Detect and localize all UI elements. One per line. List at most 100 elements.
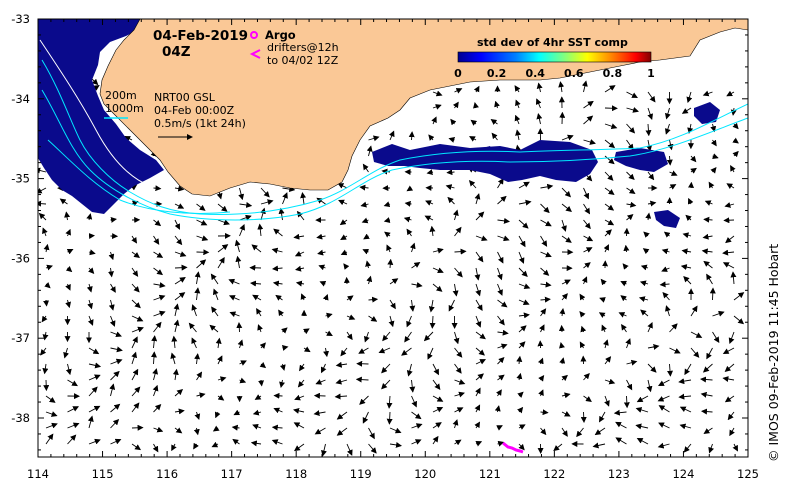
current-arrow <box>38 212 47 221</box>
current-arrow <box>604 155 615 165</box>
current-arrow <box>252 423 262 430</box>
current-arrow <box>300 293 307 301</box>
current-arrow <box>724 363 735 372</box>
current-arrow <box>517 391 524 398</box>
current-arrow <box>131 336 138 349</box>
current-arrow <box>700 391 713 398</box>
current-arrow <box>594 427 606 436</box>
current-arrow <box>600 278 607 286</box>
current-arrow <box>728 331 735 345</box>
longitude-tick-label: 118 <box>285 467 307 481</box>
current-arrow <box>626 379 633 391</box>
current-arrow <box>130 184 138 191</box>
current-arrow <box>325 330 333 336</box>
current-arrow <box>346 331 353 341</box>
current-arrow <box>583 115 594 125</box>
current-arrow <box>579 293 586 301</box>
current-arrow <box>604 139 616 149</box>
current-arrow <box>217 244 229 253</box>
current-arrow <box>604 229 612 237</box>
current-arrow <box>581 276 588 285</box>
current-arrow <box>325 312 333 319</box>
current-arrow <box>110 438 122 445</box>
current-arrow <box>131 443 142 451</box>
current-arrow <box>389 278 399 285</box>
drifter-track <box>502 441 524 454</box>
current-arrow <box>381 379 391 390</box>
current-arrow <box>45 433 54 445</box>
current-arrow <box>518 235 526 248</box>
longitude-tick-label: 119 <box>350 467 372 481</box>
current-arrow <box>516 372 523 381</box>
current-arrow <box>368 135 380 142</box>
depth-1000m-label: 1000m <box>105 102 144 115</box>
current-arrow <box>131 267 139 277</box>
current-arrow <box>406 315 412 328</box>
current-arrow <box>561 203 572 213</box>
current-arrow <box>343 263 350 270</box>
current-arrow <box>303 328 310 335</box>
current-arrow <box>666 155 673 166</box>
current-arrow <box>386 395 393 409</box>
current-arrow <box>88 362 102 369</box>
current-arrow <box>429 225 436 237</box>
current-arrow <box>647 171 655 181</box>
current-arrow <box>110 370 120 381</box>
current-arrow <box>448 137 456 143</box>
colorbar-title: std dev of 4hr SST comp <box>477 36 628 49</box>
current-arrow <box>232 438 240 445</box>
current-arrow <box>131 299 141 309</box>
current-arrow <box>559 342 565 349</box>
current-arrow <box>153 282 166 289</box>
current-arrow <box>432 395 444 402</box>
current-arrow <box>260 199 274 206</box>
current-arrow <box>475 211 485 221</box>
current-arrow <box>88 347 100 355</box>
colorbar-tick-label: 0.8 <box>603 67 623 80</box>
current-arrow <box>42 363 49 375</box>
current-arrow <box>315 379 326 385</box>
current-arrow <box>278 309 284 317</box>
current-arrow <box>153 310 166 317</box>
current-arrow <box>235 255 242 269</box>
current-arrow <box>378 347 391 354</box>
current-arrow <box>217 219 230 226</box>
current-arrow <box>727 411 735 421</box>
current-arrow <box>296 210 305 221</box>
current-arrow <box>216 355 223 365</box>
current-arrow <box>702 363 713 373</box>
current-arrow <box>732 150 739 158</box>
current-arrow <box>316 233 326 240</box>
current-arrow <box>647 200 657 207</box>
current-arrow <box>432 379 441 391</box>
current-arrow <box>665 305 671 317</box>
current-arrow <box>583 372 590 381</box>
current-arrow <box>131 402 140 413</box>
current-arrow <box>383 217 391 223</box>
current-arrow <box>322 293 329 301</box>
velocity-source-label: NRT00 GSL <box>154 91 216 104</box>
current-arrow <box>153 235 160 245</box>
current-arrow <box>63 347 69 359</box>
current-arrow <box>196 392 206 399</box>
current-arrow <box>646 379 653 393</box>
argo-label: Argo <box>265 28 296 42</box>
current-arrow <box>425 200 434 206</box>
current-arrow <box>621 323 627 333</box>
current-arrow <box>626 171 635 180</box>
current-arrow <box>454 267 463 278</box>
current-arrow <box>540 308 547 317</box>
current-arrow <box>411 439 422 445</box>
current-arrow <box>712 310 725 317</box>
current-arrow <box>712 153 719 160</box>
current-arrow <box>174 427 183 434</box>
current-arrow <box>679 406 692 413</box>
current-arrow <box>643 231 650 238</box>
current-arrow <box>583 219 591 230</box>
current-arrow <box>702 233 713 240</box>
current-arrow <box>592 442 606 449</box>
current-arrow <box>294 250 305 257</box>
current-arrow <box>317 249 326 256</box>
current-arrow <box>321 443 327 457</box>
current-arrow <box>431 116 437 125</box>
